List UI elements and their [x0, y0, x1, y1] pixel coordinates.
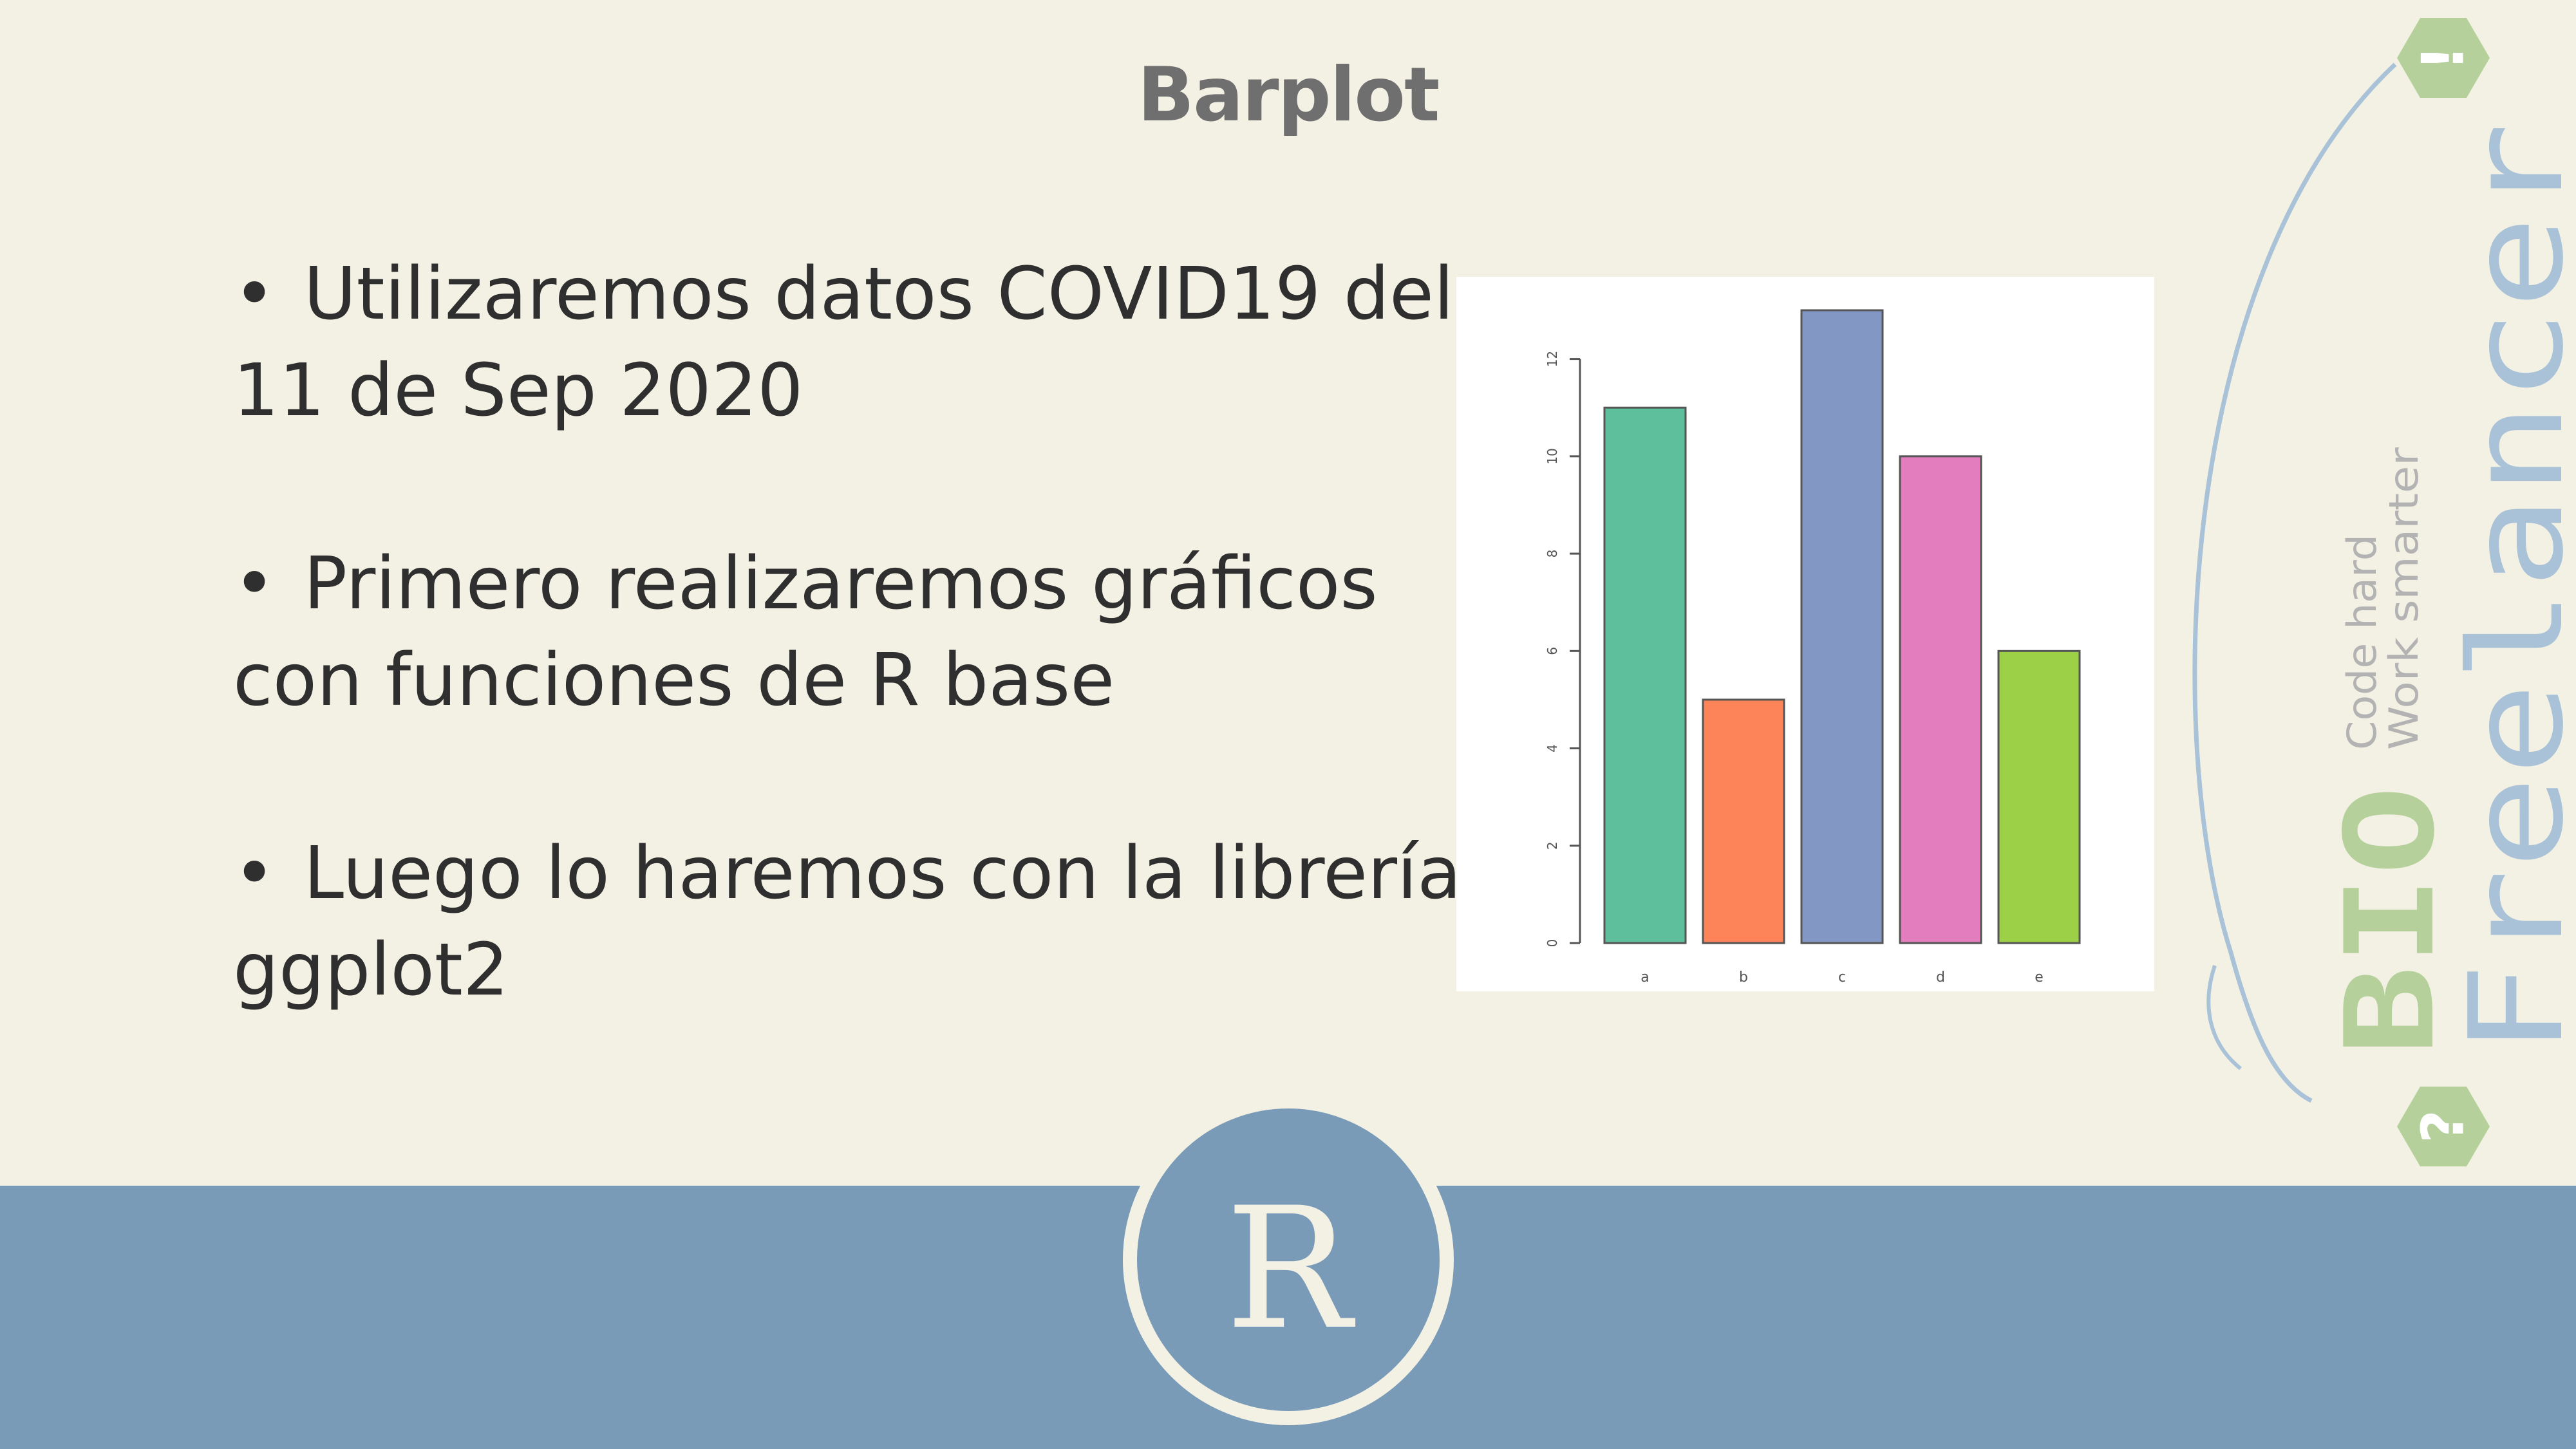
- bar-d: [1899, 455, 1982, 944]
- bullet-text-line1: Utilizaremos datos COVID19 del: [303, 252, 1454, 336]
- bullet-item: • Utilizaremos datos COVID19 del 11 de S…: [233, 246, 1456, 439]
- bullet-dot: •: [233, 252, 276, 336]
- brand-word-freelancer: Freelancer: [2442, 122, 2576, 1056]
- bullet-list: • Utilizaremos datos COVID19 del 11 de S…: [233, 246, 1462, 1115]
- slide-title: Barplot: [1137, 51, 1440, 138]
- bullet-dot: •: [233, 832, 276, 915]
- x-tick-label: b: [1739, 969, 1748, 986]
- hex-exclamation-icon: !: [2397, 18, 2490, 98]
- x-tick-label: e: [2035, 969, 2044, 986]
- bullet-text-line2: ggplot2: [233, 928, 509, 1012]
- bullet-item: • Luego lo haremos con la librería ggplo…: [233, 825, 1462, 1018]
- bar-a: [1603, 406, 1687, 944]
- x-tick-label: a: [1641, 969, 1649, 986]
- x-tick-label: c: [1838, 969, 1846, 986]
- y-tick-label: 6: [1545, 647, 1560, 655]
- r-logo-letter: R: [1225, 1172, 1356, 1367]
- bullet-text-line2: con funciones de R base: [233, 639, 1115, 722]
- logo-arc: [2192, 62, 2397, 1103]
- barplot-image: 0 2 4 6 8 10 12 a b c d e: [1456, 277, 2154, 991]
- y-tick-label: 0: [1545, 939, 1560, 948]
- hex-question-icon: ?: [2397, 1087, 2490, 1166]
- y-tick-label: 10: [1545, 448, 1560, 464]
- bullet-dot: •: [233, 542, 276, 626]
- bullet-text-line2: 11 de Sep 2020: [233, 349, 804, 433]
- bar-c: [1800, 309, 1884, 944]
- barplot-chart: 0 2 4 6 8 10 12 a b c d e: [1545, 309, 2081, 986]
- y-tick-label: 2: [1545, 841, 1560, 850]
- bullet-item: • Primero realizaremos gráficos con func…: [233, 536, 1456, 729]
- r-logo: R: [1123, 1094, 1454, 1425]
- logo-arc-inner: [2206, 965, 2242, 1070]
- bullet-text-line1: Luego lo haremos con la librería: [303, 832, 1462, 915]
- hex-exclamation-text: !: [2410, 44, 2477, 71]
- bio-freelancer-logo: ! ? BIO Freelancer Code hard Work smarte…: [2163, 0, 2576, 1186]
- brand-word-bio: BIO: [2319, 785, 2461, 1056]
- hex-question-text: ?: [2410, 1110, 2477, 1143]
- bullet-text-line1: Primero realizaremos gráficos: [303, 542, 1378, 626]
- y-tick-label: 12: [1545, 351, 1560, 367]
- tagline-code-hard: Code hard: [2338, 534, 2385, 750]
- y-tick-label: 8: [1545, 550, 1560, 558]
- tagline-work-smarter: Work smarter: [2380, 447, 2427, 750]
- bar-e: [1997, 650, 2081, 944]
- y-tick-label: 4: [1545, 744, 1560, 753]
- x-tick-label: d: [1936, 969, 1945, 986]
- bar-b: [1702, 698, 1785, 944]
